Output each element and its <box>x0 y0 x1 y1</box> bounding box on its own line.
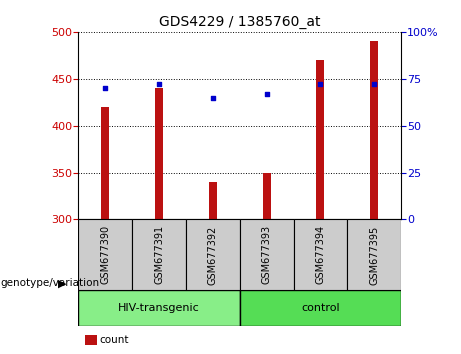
Bar <box>186 219 240 290</box>
Text: GSM677391: GSM677391 <box>154 225 164 285</box>
Title: GDS4229 / 1385760_at: GDS4229 / 1385760_at <box>159 16 320 29</box>
Point <box>101 85 109 91</box>
Text: HIV-transgenic: HIV-transgenic <box>118 303 200 313</box>
Point <box>155 81 163 87</box>
Text: genotype/variation: genotype/variation <box>0 278 99 288</box>
Point <box>317 81 324 87</box>
Bar <box>294 219 347 290</box>
Point <box>263 91 270 97</box>
Bar <box>78 219 132 290</box>
Bar <box>132 219 186 290</box>
Point <box>371 81 378 87</box>
Bar <box>240 219 294 290</box>
Bar <box>155 88 163 219</box>
Bar <box>78 219 401 290</box>
Point <box>209 95 217 101</box>
Bar <box>209 182 217 219</box>
Text: ▶: ▶ <box>59 278 67 288</box>
Bar <box>263 172 271 219</box>
Bar <box>101 107 109 219</box>
Text: GSM677395: GSM677395 <box>369 225 379 285</box>
Bar <box>370 41 378 219</box>
Text: GSM677390: GSM677390 <box>100 225 110 285</box>
Bar <box>240 290 401 326</box>
Bar <box>78 290 240 326</box>
Bar <box>316 60 325 219</box>
Text: control: control <box>301 303 340 313</box>
Text: GSM677394: GSM677394 <box>315 225 325 285</box>
Bar <box>347 219 401 290</box>
Text: GSM677392: GSM677392 <box>208 225 218 285</box>
Text: GSM677393: GSM677393 <box>261 225 272 285</box>
Text: count: count <box>99 335 129 345</box>
